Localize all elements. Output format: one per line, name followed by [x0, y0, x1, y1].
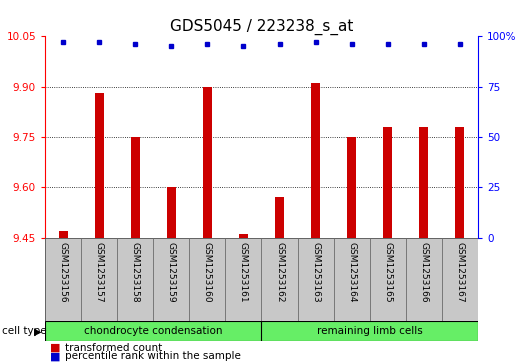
- Text: cell type: cell type: [2, 326, 47, 337]
- Text: GSM1253162: GSM1253162: [275, 242, 284, 302]
- Bar: [59, 231, 67, 238]
- Bar: [311, 83, 320, 238]
- Bar: [225, 238, 262, 321]
- Text: percentile rank within the sample: percentile rank within the sample: [65, 351, 241, 361]
- Bar: [383, 127, 392, 238]
- Text: GSM1253157: GSM1253157: [95, 242, 104, 303]
- Bar: [456, 127, 464, 238]
- Text: GSM1253156: GSM1253156: [59, 242, 67, 303]
- Bar: [262, 238, 298, 321]
- Text: GSM1253161: GSM1253161: [239, 242, 248, 303]
- Text: GSM1253158: GSM1253158: [131, 242, 140, 303]
- Text: chondrocyte condensation: chondrocyte condensation: [84, 326, 222, 336]
- Text: GSM1253164: GSM1253164: [347, 242, 356, 302]
- Text: ▶: ▶: [34, 327, 41, 337]
- Bar: [117, 238, 153, 321]
- Text: ■: ■: [50, 351, 60, 361]
- Text: GSM1253163: GSM1253163: [311, 242, 320, 303]
- Bar: [370, 238, 406, 321]
- Text: GSM1253167: GSM1253167: [456, 242, 464, 303]
- Text: GSM1253159: GSM1253159: [167, 242, 176, 303]
- Bar: [45, 321, 262, 341]
- Bar: [298, 238, 334, 321]
- Text: ■: ■: [50, 343, 60, 353]
- Text: remaining limb cells: remaining limb cells: [317, 326, 423, 336]
- Bar: [95, 93, 104, 238]
- Title: GDS5045 / 223238_s_at: GDS5045 / 223238_s_at: [170, 19, 353, 35]
- Text: GSM1253166: GSM1253166: [419, 242, 428, 303]
- Bar: [189, 238, 225, 321]
- Text: GSM1253165: GSM1253165: [383, 242, 392, 303]
- Bar: [203, 87, 212, 238]
- Bar: [262, 321, 478, 341]
- Bar: [239, 234, 248, 238]
- Bar: [442, 238, 478, 321]
- Bar: [406, 238, 442, 321]
- Text: GSM1253160: GSM1253160: [203, 242, 212, 303]
- Bar: [334, 238, 370, 321]
- Bar: [131, 137, 140, 238]
- Bar: [81, 238, 117, 321]
- Bar: [167, 187, 176, 238]
- Bar: [45, 238, 81, 321]
- Bar: [275, 197, 284, 238]
- Bar: [347, 137, 356, 238]
- Bar: [153, 238, 189, 321]
- Bar: [419, 127, 428, 238]
- Text: transformed count: transformed count: [65, 343, 163, 353]
